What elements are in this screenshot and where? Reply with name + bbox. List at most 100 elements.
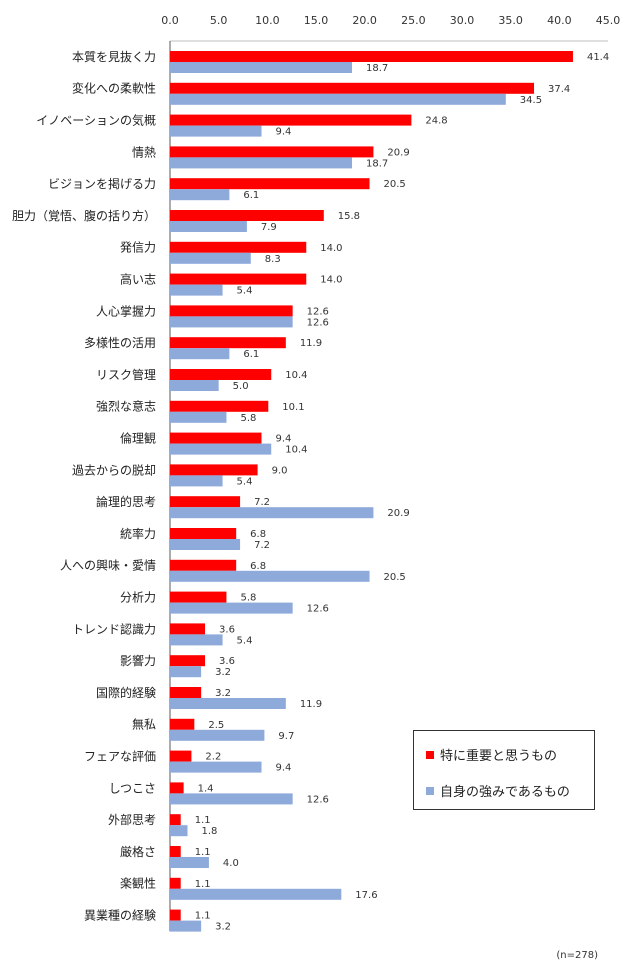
value-label-strength: 7.2 [254,540,270,551]
bar-important [170,528,237,539]
x-tick-label: 20.0 [352,14,377,27]
value-label-strength: 7.9 [261,222,277,233]
bar-strength [170,284,223,296]
category-label: 高い志 [120,272,156,287]
category-label: リスク管理 [96,367,156,382]
value-label-important: 14.0 [320,275,342,286]
bar-strength [170,157,353,169]
value-label-important: 6.8 [250,529,266,540]
bar-strength [170,189,230,201]
value-label-important: 15.8 [338,211,360,222]
bar-strength [170,411,227,423]
bar-important [170,82,535,94]
bar-strength [170,62,353,73]
category-label: 分析力 [120,591,156,605]
value-label-strength: 5.0 [233,381,249,392]
bar-important [170,687,202,698]
category-label: 過去からの脱却 [72,462,156,477]
value-label-important: 1.4 [198,783,214,794]
value-label-strength: 8.3 [265,254,281,265]
value-label-important: 2.2 [205,752,221,763]
value-label-strength: 9.7 [278,731,294,742]
bar-strength [170,507,374,519]
bar-important [170,877,181,889]
bar-strength [170,634,223,646]
category-label: 異業種の経験 [84,908,156,923]
legend-swatch-important [426,750,434,759]
legend: 特に重要と思うもの 自身の強みであるもの [413,730,595,810]
value-label-important: 10.4 [285,370,307,381]
bar-important [170,273,307,285]
bar-strength [170,666,202,678]
bar-strength [170,761,262,773]
x-tick-label: 40.0 [547,14,572,27]
bar-strength [170,698,286,709]
bar-strength [170,252,251,264]
bar-strength [170,125,262,137]
value-label-strength: 5.8 [240,413,256,424]
value-label-strength: 18.7 [366,158,388,169]
value-label-important: 20.5 [384,179,406,190]
value-label-important: 3.6 [219,624,235,635]
value-label-strength: 3.2 [215,922,231,933]
value-label-strength: 12.6 [307,604,329,615]
category-label: 統率力 [120,526,156,541]
category-label: イノベーションの気概 [36,113,156,128]
category-label: フェアな評価 [84,749,156,764]
value-label-important: 2.5 [208,720,224,731]
value-label-strength: 34.5 [520,95,542,106]
x-tick-label: 25.0 [401,14,426,27]
x-tick-label: 0.0 [161,14,179,27]
value-label-strength: 4.0 [223,858,239,869]
category-label: トレンド認識力 [72,621,156,636]
value-label-important: 1.1 [195,815,211,826]
value-label-important: 9.4 [275,434,291,445]
value-label-important: 5.8 [240,593,256,604]
value-label-strength: 12.6 [307,317,329,328]
bar-important [170,210,324,221]
value-label-strength: 6.1 [243,349,259,360]
legend-item-strength: 自身の強みであるもの [426,781,570,800]
bar-important [170,718,195,730]
value-label-important: 1.1 [195,911,211,922]
value-label-strength: 6.1 [243,190,259,201]
value-label-strength: 17.6 [355,890,377,901]
value-label-strength: 11.9 [300,699,322,710]
category-label: 強烈な意志 [96,399,156,414]
x-tick-label: 5.0 [210,14,228,27]
value-label-strength: 12.6 [307,794,329,805]
value-label-strength: 3.2 [215,667,231,678]
value-label-strength: 9.4 [275,127,291,138]
category-label: ビジョンを掲げる力 [48,176,156,191]
bar-strength [170,825,188,837]
category-label: 倫理観 [120,432,156,446]
bar-important [170,814,181,826]
bar-strength [170,443,272,455]
bar-strength [170,348,230,360]
value-label-important: 37.4 [548,84,570,95]
bar-important [170,496,241,508]
bar-important [170,305,293,317]
bar-important [170,400,269,412]
category-label: しつこさ [109,781,156,795]
category-label: 影響力 [120,653,156,668]
bar-important [170,178,370,190]
bar-strength [170,888,342,900]
legend-item-important: 特に重要と思うもの [426,745,557,764]
bar-important [170,464,258,476]
value-label-strength: 18.7 [366,63,388,74]
value-label-important: 3.2 [215,688,231,699]
value-label-important: 6.8 [250,561,266,572]
x-tick-label: 10.0 [255,14,280,27]
value-label-important: 10.1 [282,402,304,413]
bar-important [170,782,184,794]
bar-strength [170,793,293,805]
bar-important [170,591,227,603]
bar-important [170,909,181,921]
value-label-important: 3.6 [219,656,235,667]
category-label: 情熱 [132,145,156,159]
category-label: 胆力（覚悟、腹の括り方） [12,208,156,223]
value-label-strength: 10.4 [285,445,307,456]
category-label: 本質を見抜く力 [72,49,156,64]
